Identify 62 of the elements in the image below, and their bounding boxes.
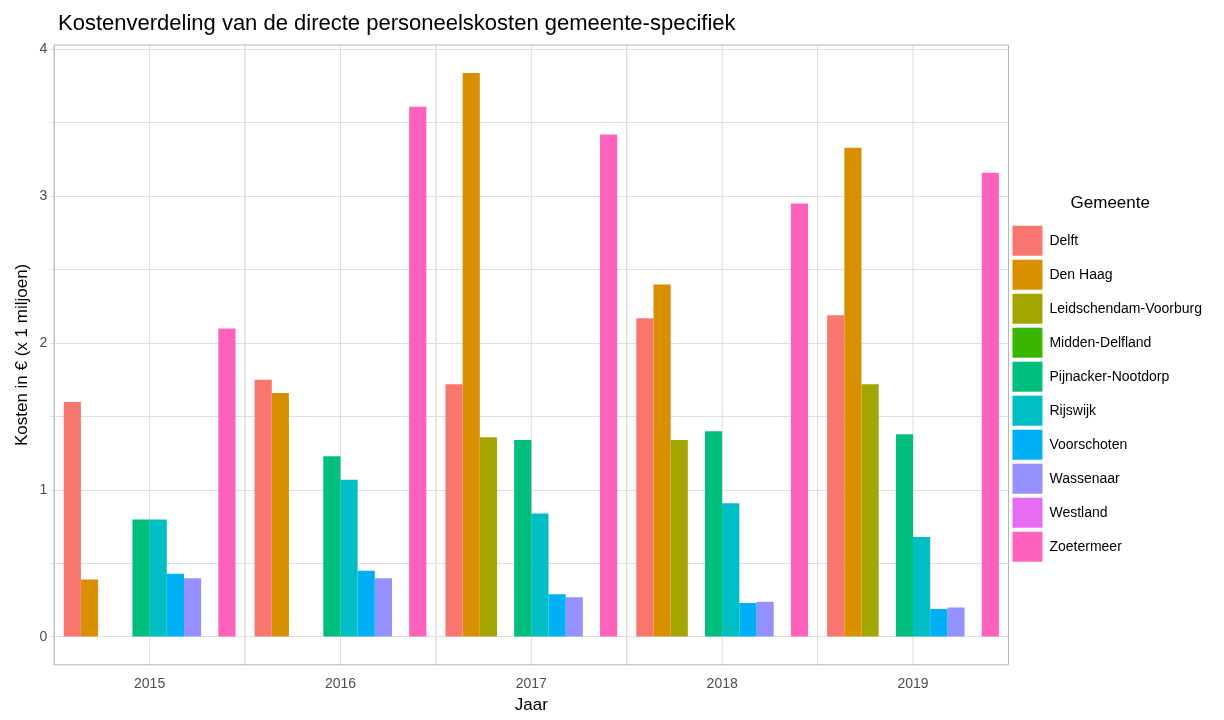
- bar: [80, 579, 99, 637]
- bar: [254, 379, 272, 637]
- x-tick-label: 2016: [324, 675, 357, 692]
- bar: [636, 318, 654, 637]
- legend-label: Delft: [1049, 231, 1079, 248]
- legend-label: Pijnacker-Nootdorp: [1049, 367, 1170, 384]
- bar: [981, 172, 999, 637]
- legend-label: Leidschendam-Voorburg: [1049, 299, 1202, 316]
- legend-label: Midden-Delfland: [1049, 333, 1152, 350]
- bar: [722, 503, 740, 637]
- bar: [565, 597, 583, 637]
- x-tick-label: 2015: [134, 675, 166, 692]
- bar: [409, 106, 427, 637]
- legend-label: Westland: [1049, 503, 1108, 520]
- legend-label: Den Haag: [1049, 265, 1113, 282]
- bar: [531, 513, 549, 637]
- legend-label: Voorschoten: [1049, 435, 1128, 452]
- y-tick-label: 0: [39, 627, 48, 644]
- bar: [739, 603, 757, 637]
- legend-label: Wassenaar: [1049, 469, 1121, 486]
- y-axis-title: Kosten in € (x 1 miljoen): [11, 263, 31, 447]
- legend-title: Gemeente: [1070, 193, 1150, 213]
- bar: [930, 608, 948, 637]
- bar: [827, 315, 845, 637]
- y-tick-label: 1: [39, 480, 48, 497]
- legend-label: Zoetermeer: [1049, 537, 1123, 554]
- y-tick-label: 4: [39, 40, 48, 57]
- bar: [600, 134, 618, 637]
- bar: [653, 284, 671, 637]
- bar: [340, 479, 358, 637]
- bar: [183, 578, 202, 637]
- x-tick-label: 2017: [515, 675, 548, 692]
- bar: [548, 594, 566, 637]
- bar: [844, 147, 862, 637]
- bar: [218, 328, 236, 637]
- bar: [374, 578, 392, 637]
- bar: [895, 434, 914, 637]
- bar: [445, 384, 463, 637]
- bar: [514, 440, 532, 637]
- bar: [149, 519, 167, 637]
- bar: [670, 440, 688, 637]
- bar: [790, 203, 809, 637]
- y-tick-label: 3: [39, 187, 48, 204]
- legend-label: Rijswijk: [1049, 401, 1098, 418]
- bar: [63, 401, 81, 637]
- bar: [166, 573, 184, 637]
- bar: [913, 537, 931, 637]
- bar: [271, 393, 289, 637]
- bar: [705, 431, 723, 637]
- x-axis-title: Jaar: [514, 695, 549, 715]
- bar: [357, 570, 375, 637]
- chart-title: Kostenverdeling van de directe personeelskosten gemeente-specifiek: [58, 10, 736, 36]
- bar: [132, 519, 150, 637]
- bar: [323, 456, 341, 637]
- bar: [479, 437, 497, 637]
- bar: [756, 601, 774, 637]
- bar: [861, 384, 879, 637]
- x-tick-label: 2019: [897, 675, 929, 692]
- y-tick-label: 2: [39, 334, 48, 351]
- x-tick-label: 2018: [706, 675, 738, 692]
- bar: [947, 607, 965, 637]
- bar: [462, 72, 480, 637]
